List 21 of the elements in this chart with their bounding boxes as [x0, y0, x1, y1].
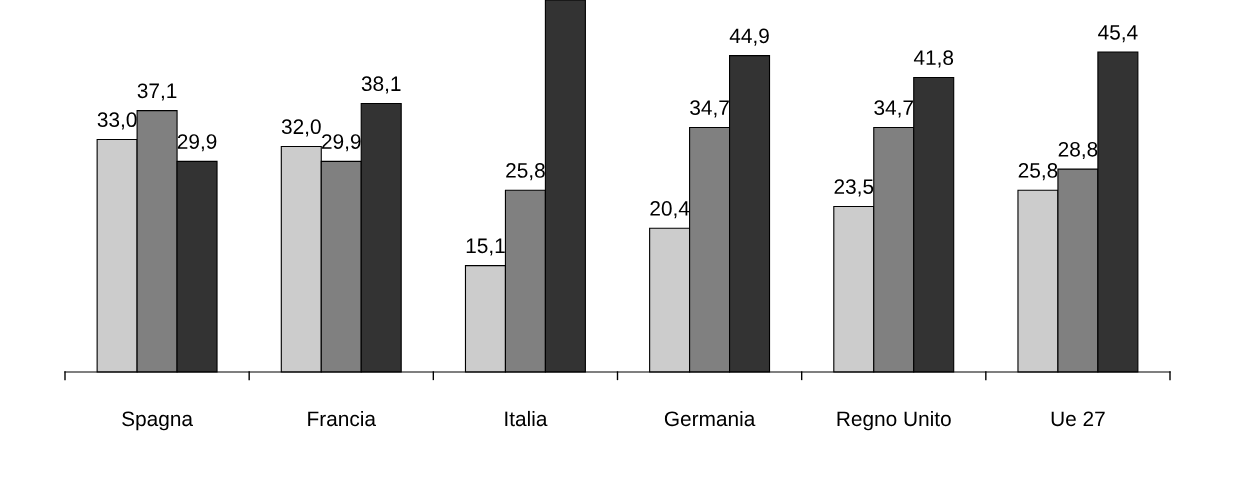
data-label: 29,9 [177, 134, 217, 152]
data-label: 29,9 [322, 134, 361, 152]
data-label: 41,8 [913, 50, 954, 68]
data-label: 33,0 [97, 112, 137, 130]
x-tick-label: Italia [505, 410, 548, 427]
data-label: 38,1 [361, 76, 401, 94]
data-label: 25,8 [506, 163, 545, 181]
data-label: 34,7 [690, 100, 729, 118]
x-tick-label: Spagna [122, 411, 193, 431]
data-label: 25,8 [1018, 163, 1058, 181]
x-tick-label: Germania [664, 410, 756, 427]
data-label: 34,7 [874, 100, 913, 118]
data-label: 37,1 [137, 83, 177, 101]
x-tick-label: Francia [308, 410, 376, 427]
data-label: 15,1 [466, 238, 505, 256]
data-label: 44,9 [729, 28, 769, 46]
data-label: 32,0 [281, 119, 321, 137]
x-tick-label: Regno Unito [837, 410, 951, 431]
data-label: 45,4 [1098, 25, 1138, 43]
data-label: 23,5 [834, 179, 874, 197]
x-tick-label: Ue 27 [1051, 411, 1105, 427]
